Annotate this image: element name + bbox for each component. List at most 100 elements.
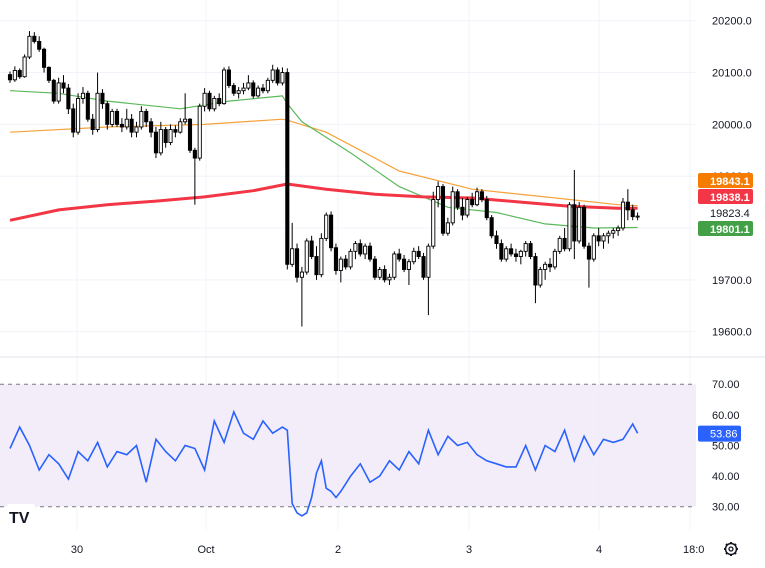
candle [577, 202, 582, 244]
candle [431, 191, 436, 249]
rsi-current-badge: 53.86 [698, 425, 741, 442]
gear-icon[interactable] [724, 542, 738, 556]
price-badge: 19838.1 [698, 189, 753, 204]
series-line-ema-200 [9, 182, 638, 222]
rsi-band [0, 384, 696, 507]
candle [513, 248, 519, 262]
candle [95, 72, 100, 133]
candle [197, 103, 202, 161]
candle [314, 246, 319, 280]
candle [66, 83, 71, 115]
candle [625, 189, 630, 221]
candle [353, 240, 358, 260]
rsi-tick-label: 30.00 [712, 502, 740, 514]
candle [586, 242, 591, 288]
rsi-pane [0, 383, 696, 517]
candle [27, 31, 32, 60]
rsi-tick-label: 60.00 [712, 410, 740, 422]
moving-averages [9, 90, 638, 229]
candle [217, 93, 222, 107]
candle [212, 95, 217, 112]
candle [421, 252, 426, 280]
candle [552, 248, 557, 270]
candle [207, 90, 212, 112]
candle [547, 258, 553, 273]
candle [416, 246, 421, 260]
candle [153, 126, 159, 159]
candle [635, 212, 640, 221]
candle [474, 187, 480, 207]
candle [567, 202, 572, 252]
candle [406, 259, 411, 286]
series-line-ema-100 [9, 90, 638, 229]
candle [17, 68, 22, 79]
candle [499, 239, 504, 262]
candle [168, 124, 173, 146]
candle [611, 228, 616, 239]
candle [149, 118, 154, 138]
candle [299, 266, 304, 327]
candle [7, 71, 13, 83]
candle [509, 243, 514, 257]
price-badge-label: 19838.1 [710, 192, 750, 204]
candle [616, 225, 621, 236]
candle [450, 186, 455, 226]
candle [528, 240, 533, 260]
price-tick-label: 20200.0 [712, 16, 752, 28]
candle [489, 215, 494, 239]
candle [606, 230, 611, 244]
candle [251, 80, 256, 99]
price-badge: 19843.1 [698, 173, 753, 188]
price-badge-label: 19801.1 [710, 224, 750, 236]
candle [129, 114, 134, 138]
candle [105, 101, 110, 130]
candle [455, 189, 460, 210]
candle [392, 251, 397, 280]
candle [333, 243, 339, 275]
candle [56, 77, 61, 104]
candle [256, 85, 261, 98]
time-tick-label: 3 [466, 544, 472, 556]
rsi-tick-label: 50.00 [712, 440, 740, 452]
candle [290, 222, 295, 267]
candle [202, 88, 207, 112]
candle [426, 243, 431, 316]
price-tick-label: 19700.0 [712, 275, 752, 287]
candle [134, 121, 139, 138]
logo-mark: TV [9, 510, 30, 527]
candle [285, 68, 290, 270]
candle [187, 118, 193, 153]
candle [183, 93, 188, 125]
candle [163, 126, 168, 148]
candle [523, 240, 528, 257]
candle [80, 87, 86, 104]
candle [173, 125, 178, 138]
candle [436, 181, 441, 208]
candle [124, 108, 129, 130]
candle [601, 233, 606, 249]
candle [37, 36, 42, 52]
candle [479, 189, 484, 203]
candle [538, 266, 543, 288]
candle [363, 243, 368, 260]
candle [382, 265, 387, 283]
candle [596, 228, 601, 247]
candle [484, 195, 489, 221]
time-axis[interactable]: 30 Oct 2 3 4 18:0 [71, 544, 705, 556]
candle [236, 87, 241, 99]
price-badge-label: 19823.4 [710, 208, 750, 220]
candle [12, 66, 17, 82]
candle [440, 183, 446, 236]
candle [358, 239, 363, 257]
price-badge: 19823.4 [698, 205, 753, 220]
time-tick-label: 4 [596, 544, 602, 556]
candle [22, 54, 27, 78]
price-axis[interactable]: 20200.020100.020000.019900.019800.019700… [698, 16, 753, 514]
candle [265, 77, 270, 94]
tradingview-logo[interactable]: TV [6, 504, 36, 528]
candle [518, 249, 523, 265]
candle [119, 118, 124, 133]
candle [411, 247, 416, 265]
time-tick-label: 30 [71, 544, 83, 556]
